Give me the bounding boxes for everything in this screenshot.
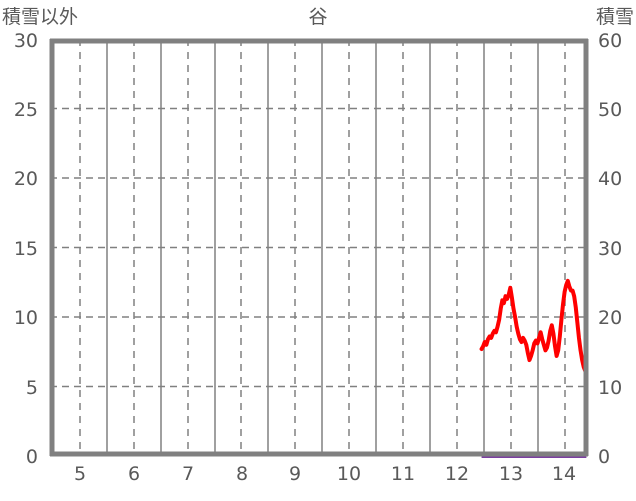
- xtick-label-9: 9: [288, 463, 302, 485]
- chart-title: 谷: [308, 6, 328, 28]
- left-ytick-label-30: 30: [13, 30, 38, 52]
- right-axis-title: 積雪: [595, 6, 634, 28]
- xtick-label-12: 12: [444, 463, 470, 485]
- right-ytick-label-20: 20: [598, 307, 623, 329]
- left-ytick-label-15: 15: [13, 238, 38, 260]
- right-ytick-label-60: 60: [598, 30, 623, 52]
- right-ytick-label-30: 30: [598, 238, 623, 260]
- xtick-label-10: 10: [336, 463, 362, 485]
- right-ytick-label-40: 40: [598, 168, 623, 190]
- xtick-label-7: 7: [181, 463, 195, 485]
- xtick-label-6: 6: [127, 463, 141, 485]
- left-ytick-label-20: 20: [13, 168, 38, 190]
- left-ytick-label-5: 5: [25, 377, 38, 399]
- xtick-label-13: 13: [498, 463, 524, 485]
- vertical-gridlines-solid: [106, 39, 539, 456]
- right-ytick-label-10: 10: [598, 377, 623, 399]
- left-axis-title: 積雪以外: [2, 6, 79, 28]
- xtick-label-8: 8: [235, 463, 249, 485]
- right-ytick-label-0: 0: [598, 446, 611, 468]
- left-ytick-label-10: 10: [13, 307, 38, 329]
- series-line-snow: [479, 278, 588, 374]
- axis-frame: [49, 38, 589, 457]
- xtick-label-11: 11: [390, 463, 416, 485]
- right-ytick-label-50: 50: [598, 99, 623, 121]
- xtick-label-5: 5: [73, 463, 87, 485]
- xtick-label-14: 14: [551, 463, 577, 485]
- left-ytick-label-25: 25: [13, 99, 38, 121]
- left-ytick-label-0: 0: [25, 446, 38, 468]
- vertical-gridlines-dashed: [79, 39, 566, 456]
